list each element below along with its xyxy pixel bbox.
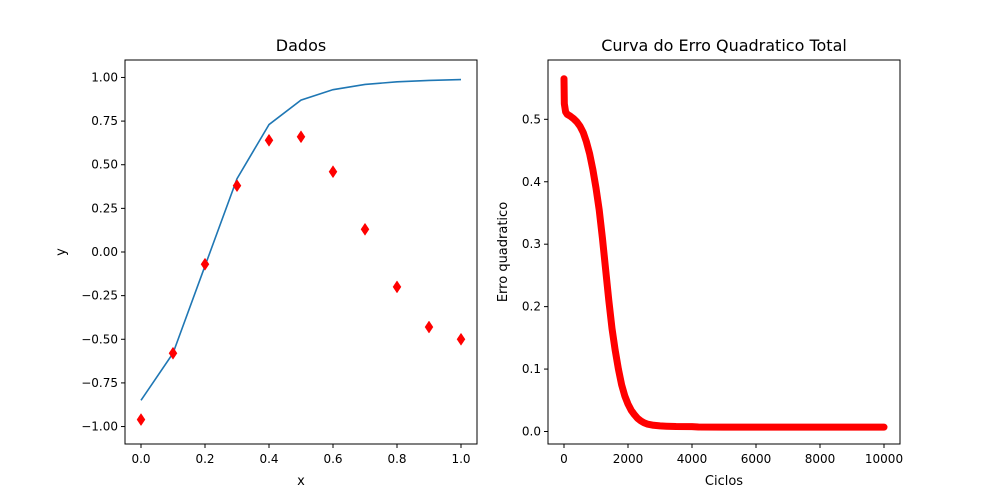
data-point-diamond	[136, 413, 146, 427]
data-point-diamond	[264, 133, 274, 147]
x-tick-label: 6000	[741, 452, 772, 466]
y-tick-label: 0.0	[522, 425, 541, 439]
data-point-diamond	[168, 346, 178, 360]
ticks: 0.0 0.2 0.4 0.6 0.8 1.0 −1.00 −0.75 −0.50 −0.25 0.…	[81, 70, 470, 466]
data-point-diamond	[360, 222, 370, 236]
y-tick-label: 0.50	[91, 158, 118, 172]
left-chart-dados: 0.0 0.2 0.4 0.6 0.8 1.0 −1.00 −0.75 −0.50 −0.25 0.…	[54, 36, 478, 489]
chart-title: Curva do Erro Quadratico Total	[601, 36, 847, 55]
x-tick-label: 10000	[865, 452, 903, 466]
x-tick-label: 0.8	[387, 452, 406, 466]
y-tick-label: 0.1	[522, 362, 541, 376]
data-point-diamond	[424, 320, 434, 334]
right-chart-erro: 0 2000 4000 6000 8000 10000 0.0 0.1 0.2 0.3 0.4 0.5…	[496, 36, 903, 489]
data-point-diamond	[296, 130, 306, 144]
y-tick-label: 0.75	[91, 114, 118, 128]
x-tick-label: 0.6	[323, 452, 342, 466]
y-tick-label: −1.00	[81, 420, 118, 434]
x-tick-label: 8000	[805, 452, 836, 466]
x-tick-label: 0.0	[131, 452, 150, 466]
ticks: 0 2000 4000 6000 8000 10000 0.0 0.1 0.2 0.3 0.4 0.5	[522, 112, 903, 466]
y-tick-label: −0.50	[81, 332, 118, 346]
y-tick-label: 0.3	[522, 237, 541, 251]
x-tick-label: 0.4	[259, 452, 278, 466]
data-point-diamond	[200, 257, 210, 271]
x-tick-label: 2000	[613, 452, 644, 466]
error-curve	[560, 75, 888, 431]
y-tick-label: −0.25	[81, 289, 118, 303]
y-tick-label: 0.5	[522, 112, 541, 126]
y-tick-label: 0.2	[522, 300, 541, 314]
series-line	[140, 78, 462, 401]
plot-area	[125, 60, 477, 444]
x-tick-label: 0	[560, 452, 568, 466]
x-tick-label: 1.0	[451, 452, 470, 466]
x-axis-label: x	[297, 474, 305, 489]
x-axis-label: Ciclos	[705, 474, 743, 489]
data-point-diamond	[392, 280, 402, 294]
axes-frame	[547, 59, 901, 445]
y-tick-label: 0.25	[91, 201, 118, 215]
y-tick-label: 0.4	[522, 175, 541, 189]
data-layer	[560, 75, 888, 431]
axes-frame	[124, 59, 478, 445]
y-axis-label: y	[54, 248, 69, 256]
data-point-diamond	[328, 165, 338, 179]
chart-title: Dados	[276, 36, 326, 55]
y-tick-label: 1.00	[91, 70, 118, 84]
x-tick-label: 0.2	[195, 452, 214, 466]
x-tick-label: 4000	[677, 452, 708, 466]
data-layer	[136, 78, 466, 427]
y-tick-label: 0.00	[91, 245, 118, 259]
data-point-diamond	[232, 179, 242, 193]
y-tick-label: −0.75	[81, 376, 118, 390]
y-axis-label: Erro quadratico	[496, 202, 511, 302]
data-point-diamond	[456, 332, 466, 346]
